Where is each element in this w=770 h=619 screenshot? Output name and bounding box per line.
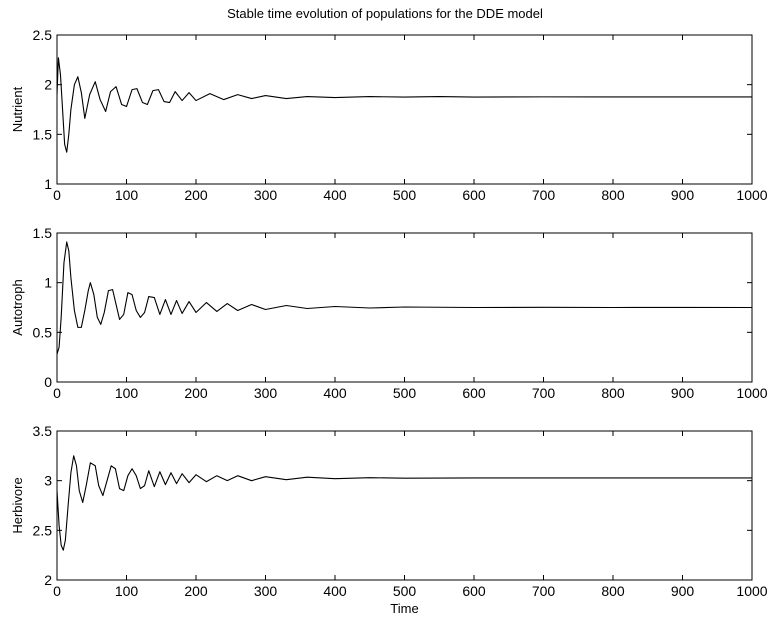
x-tick-label: 600	[462, 385, 486, 401]
x-tick-label: 900	[671, 583, 695, 599]
series-line-herbivore	[56, 455, 752, 551]
x-tick-label: 700	[532, 187, 556, 203]
x-tick-label: 600	[462, 583, 486, 599]
x-tick-label: 700	[532, 385, 556, 401]
x-tick-label: 200	[184, 583, 208, 599]
x-tick-label: 0	[53, 385, 61, 401]
x-tick-label: 400	[323, 385, 347, 401]
y-tick-label: 2	[44, 77, 52, 93]
subplot-autotroph: 0 100 200 300 400 500 600 700 800 900 1000 0 0.5 1 1.5…	[10, 225, 768, 401]
x-tick-label: 100	[115, 187, 139, 203]
subplot-herbivore: 0 100 200 300 400 500 600 700 800 900 1000 2 2.5 3 3.5…	[10, 423, 768, 616]
x-tick-label: 800	[601, 583, 625, 599]
y-axis-label: Herbivore	[10, 477, 25, 533]
x-tick-label: 200	[184, 187, 208, 203]
y-tick-label: 0.5	[33, 324, 53, 340]
x-tick-label: 1000	[736, 583, 767, 599]
x-tick-label: 800	[601, 385, 625, 401]
x-tick-label: 700	[532, 583, 556, 599]
y-tick-label: 2	[44, 572, 52, 588]
x-tick-label: 400	[323, 583, 347, 599]
x-tick-label: 0	[53, 187, 61, 203]
x-tick-label: 0	[53, 583, 61, 599]
x-tick-label: 1000	[736, 385, 767, 401]
x-tick-label: 300	[254, 583, 278, 599]
y-axis-label: Nutrient	[10, 86, 25, 132]
subplot-nutrient: 0 100 200 300 400 500 600 700 800 900 1000 1 1.5 2 2.5…	[10, 27, 768, 203]
x-tick-label: 500	[393, 583, 417, 599]
y-tick-label: 1.5	[33, 126, 53, 142]
x-tick-label: 100	[115, 385, 139, 401]
x-tick-label: 100	[115, 583, 139, 599]
y-tick-label: 2.5	[33, 27, 53, 43]
x-tick-label: 500	[393, 187, 417, 203]
y-tick-label: 1	[44, 275, 52, 291]
x-tick-label: 500	[393, 385, 417, 401]
y-tick-label: 1	[44, 176, 52, 192]
axes-box	[56, 430, 753, 581]
series-line-nutrient	[56, 57, 752, 153]
x-tick-label: 400	[323, 187, 347, 203]
x-tick-label: 200	[184, 385, 208, 401]
y-tick-label: 3	[44, 473, 52, 489]
x-tick-label: 800	[601, 187, 625, 203]
x-tick-label: 1000	[736, 187, 767, 203]
x-tick-label: 900	[671, 385, 695, 401]
y-tick-label: 2.5	[33, 522, 53, 538]
figure-title: Stable time evolution of populations for…	[227, 6, 543, 21]
x-tick-label: 300	[254, 187, 278, 203]
y-tick-label: 1.5	[33, 225, 53, 241]
y-tick-label: 0	[44, 374, 52, 390]
x-tick-label: 300	[254, 385, 278, 401]
y-tick-label: 3.5	[33, 423, 53, 439]
axes-box	[56, 34, 753, 185]
x-tick-label: 900	[671, 187, 695, 203]
y-axis-label: Autotroph	[10, 279, 25, 335]
series-line-autotroph	[56, 241, 753, 355]
x-axis-label: Time	[390, 601, 418, 616]
x-tick-label: 600	[462, 187, 486, 203]
